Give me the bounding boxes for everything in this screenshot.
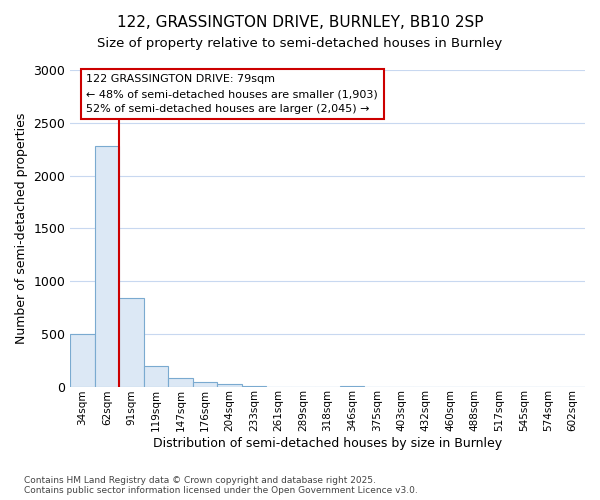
Bar xyxy=(95,146,119,386)
Bar xyxy=(70,334,95,386)
Bar xyxy=(144,366,169,386)
Bar xyxy=(217,384,242,386)
Bar xyxy=(119,298,144,386)
Bar xyxy=(169,378,193,386)
Y-axis label: Number of semi-detached properties: Number of semi-detached properties xyxy=(15,112,28,344)
Text: Contains HM Land Registry data © Crown copyright and database right 2025.
Contai: Contains HM Land Registry data © Crown c… xyxy=(24,476,418,495)
X-axis label: Distribution of semi-detached houses by size in Burnley: Distribution of semi-detached houses by … xyxy=(153,437,502,450)
Text: 122, GRASSINGTON DRIVE, BURNLEY, BB10 2SP: 122, GRASSINGTON DRIVE, BURNLEY, BB10 2S… xyxy=(117,15,483,30)
Bar xyxy=(193,382,217,386)
Text: Size of property relative to semi-detached houses in Burnley: Size of property relative to semi-detach… xyxy=(97,38,503,51)
Text: 122 GRASSINGTON DRIVE: 79sqm
← 48% of semi-detached houses are smaller (1,903)
5: 122 GRASSINGTON DRIVE: 79sqm ← 48% of se… xyxy=(86,74,378,114)
